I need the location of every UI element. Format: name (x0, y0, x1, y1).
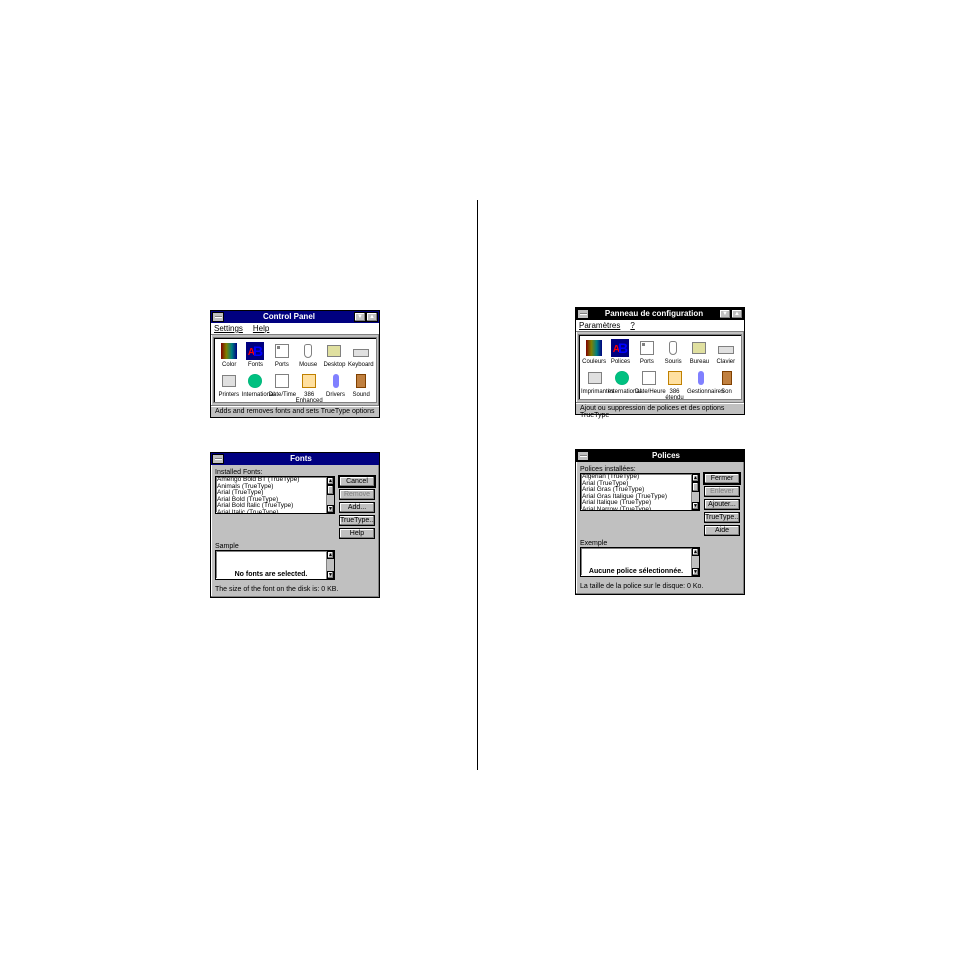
icon-datetime[interactable]: Date/Time (269, 372, 296, 404)
icon-keyboard[interactable]: Keyboard (348, 342, 374, 368)
menu-bar: Settings Help (211, 323, 379, 335)
minimize-button[interactable]: ▼ (719, 309, 731, 319)
scroll-down-icon[interactable]: ▼ (692, 502, 699, 510)
scroll-up-icon[interactable]: ▲ (692, 548, 699, 556)
menu-help[interactable]: Help (253, 324, 269, 333)
installed-fonts-label: Polices installées: (580, 466, 740, 473)
icon-area: Couleurs Polices Ports Souris Bureau Cla… (578, 334, 742, 400)
fermer-button[interactable]: Fermer (704, 473, 740, 484)
sample-label: Sample (215, 543, 375, 550)
minimize-button[interactable]: ▼ (354, 312, 366, 322)
maximize-button[interactable]: ▲ (731, 309, 743, 319)
size-line: La taille de la police sur le disque: 0 … (580, 583, 740, 590)
menu-settings[interactable]: Settings (214, 324, 243, 333)
system-menu-icon[interactable] (577, 309, 589, 319)
control-panel-window-en: Control Panel ▼ ▲ Settings Help Color Fo… (210, 310, 380, 418)
titlebar[interactable]: Polices (576, 450, 744, 462)
menu-bar: Paramètres ? (576, 320, 744, 332)
scrollbar[interactable]: ▲ ▼ (691, 474, 699, 510)
icon-clavier[interactable]: Clavier (713, 339, 739, 365)
icon-imprimantes[interactable]: Imprimantes (581, 369, 608, 401)
icon-desktop[interactable]: Desktop (321, 342, 347, 368)
menu-help[interactable]: ? (630, 321, 634, 330)
icon-souris[interactable]: Souris (660, 339, 686, 365)
ajouter-button[interactable]: Ajouter... (704, 499, 740, 510)
titlebar[interactable]: Panneau de configuration ▼ ▲ (576, 308, 744, 320)
icon-gestionnaires[interactable]: Gestionnaires (687, 369, 714, 401)
sample-box: ▲ ▼ No fonts are selected. (215, 550, 335, 580)
icon-dateheure[interactable]: Date/Heure (635, 369, 662, 401)
add-button[interactable]: Add... (339, 502, 375, 513)
system-menu-icon[interactable] (212, 312, 224, 322)
scrollbar[interactable]: ▲ ▼ (326, 551, 334, 579)
icon-sound[interactable]: Sound (348, 372, 374, 404)
icon-fonts[interactable]: Fonts (242, 342, 268, 368)
list-item[interactable]: Arial Narrow (TrueType) (581, 507, 699, 512)
list-item[interactable]: Arial Italic (TrueType) (216, 510, 334, 515)
dialog-title: Fonts (224, 454, 378, 464)
status-bar: Ajout ou suppression de polices et des o… (576, 402, 744, 414)
icon-polices[interactable]: Polices (607, 339, 633, 365)
cancel-button[interactable]: Cancel (339, 476, 375, 487)
sample-label: Exemple (580, 540, 740, 547)
scrollbar[interactable]: ▲ ▼ (326, 477, 334, 513)
installed-fonts-list[interactable]: Amerigo Bold BT (TrueType) Animals (True… (215, 476, 335, 514)
aide-button[interactable]: Aide (704, 525, 740, 536)
icon-ports[interactable]: Ports (269, 342, 295, 368)
size-line: The size of the font on the disk is: 0 K… (215, 586, 375, 593)
icon-son[interactable]: Son (714, 369, 739, 401)
scroll-up-icon[interactable]: ▲ (327, 551, 334, 559)
installed-fonts-list[interactable]: Algerian (TrueType) Arial (TrueType) Ari… (580, 473, 700, 511)
installed-fonts-label: Installed Fonts: (215, 469, 375, 476)
menu-parametres[interactable]: Paramètres (579, 321, 620, 330)
help-button[interactable]: Help (339, 528, 375, 539)
window-title: Panneau de configuration (589, 309, 719, 319)
control-panel-window-fr: Panneau de configuration ▼ ▲ Paramètres … (575, 307, 745, 415)
scroll-thumb[interactable] (327, 485, 334, 495)
icon-area: Color Fonts Ports Mouse Desktop Keyboard… (213, 337, 377, 403)
no-fonts-message: Aucune police sélectionnée. (581, 568, 691, 575)
no-fonts-message: No fonts are selected. (216, 571, 326, 578)
icon-international[interactable]: International (608, 369, 635, 401)
scroll-up-icon[interactable]: ▲ (692, 474, 699, 482)
scroll-down-icon[interactable]: ▼ (692, 568, 699, 576)
truetype-button[interactable]: TrueType... (339, 515, 375, 526)
remove-button[interactable]: Remove (339, 489, 375, 500)
titlebar[interactable]: Control Panel ▼ ▲ (211, 311, 379, 323)
scroll-down-icon[interactable]: ▼ (327, 571, 334, 579)
scroll-up-icon[interactable]: ▲ (327, 477, 334, 485)
icon-386[interactable]: 386 étendu (662, 369, 687, 401)
titlebar[interactable]: Fonts (211, 453, 379, 465)
system-menu-icon[interactable] (577, 451, 589, 461)
icon-color[interactable]: Color (216, 342, 242, 368)
dialog-title: Polices (589, 451, 743, 461)
icon-ports[interactable]: Ports (634, 339, 660, 365)
page-divider (477, 200, 478, 770)
status-bar: Adds and removes fonts and sets TrueType… (211, 405, 379, 417)
icon-386[interactable]: 386 Enhanced (296, 372, 323, 404)
sample-box: ▲ ▼ Aucune police sélectionnée. (580, 547, 700, 577)
scroll-down-icon[interactable]: ▼ (327, 505, 334, 513)
scrollbar[interactable]: ▲ ▼ (691, 548, 699, 576)
fonts-dialog-fr: Polices Polices installées: Algerian (Tr… (575, 449, 745, 595)
fonts-dialog-en: Fonts Installed Fonts: Amerigo Bold BT (… (210, 452, 380, 598)
icon-mouse[interactable]: Mouse (295, 342, 321, 368)
maximize-button[interactable]: ▲ (366, 312, 378, 322)
enlever-button[interactable]: Enlever (704, 486, 740, 497)
icon-couleurs[interactable]: Couleurs (581, 339, 607, 365)
system-menu-icon[interactable] (212, 454, 224, 464)
truetype-button[interactable]: TrueType... (704, 512, 740, 523)
icon-drivers[interactable]: Drivers (323, 372, 349, 404)
scroll-thumb[interactable] (692, 482, 699, 492)
window-title: Control Panel (224, 312, 354, 322)
icon-international[interactable]: International (242, 372, 269, 404)
icon-bureau[interactable]: Bureau (686, 339, 712, 365)
icon-printers[interactable]: Printers (216, 372, 242, 404)
